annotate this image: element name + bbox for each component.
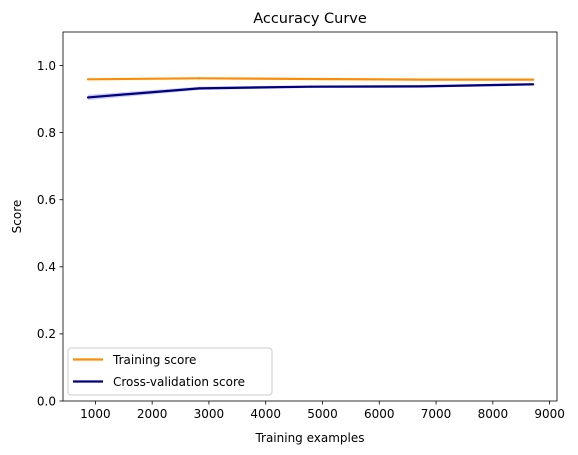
training-score-point-3 [420,78,423,81]
y-axis-label: Score [10,200,24,234]
cross-validation-score-point-4 [532,83,535,86]
x-tick-label-5000: 5000 [307,407,338,421]
plot-frame [62,31,558,402]
x-tick-label-6000: 6000 [364,407,395,421]
x-axis-label: Training examples [254,431,364,445]
legend: Training score Cross-validation score [67,347,273,396]
legend-label-training-score: Training score [112,353,196,367]
x-tick-label-8000: 8000 [478,407,509,421]
training-score-point-2 [309,77,312,81]
x-tick-label-9000: 9000 [534,407,565,421]
legend-box [67,347,273,396]
y-tick-label-3: 0.6 [37,193,56,207]
x-tick-label-4000: 4000 [250,407,281,421]
cross-validation-score-point-0 [86,96,90,99]
y-axis-ticks: 0.0 0.2 0.4 0.6 0.8 1.0 [37,59,63,408]
x-tick-label-3000: 3000 [194,407,225,421]
x-tick-label-1000: 1000 [80,407,111,421]
x-tick-label-7000: 7000 [421,407,452,421]
y-tick-label-1: 0.2 [37,327,56,341]
cross-validation-score-point-1 [198,87,201,90]
y-tick-label-4: 0.8 [37,126,56,140]
cross-validation-score-point-3 [420,85,423,88]
training-score-point-4 [532,78,535,81]
y-tick-label-2: 0.4 [37,260,56,274]
y-tick-label-5: 1.0 [37,59,56,73]
series-lines [86,77,535,99]
training-score-point-0 [86,78,90,81]
confidence-bands [87,77,534,101]
x-tick-label-2000: 2000 [137,407,168,421]
chart-title: Accuracy Curve [253,11,367,27]
training-score-point-1 [198,77,201,80]
y-tick-label-0: 0.0 [37,394,56,408]
x-axis-ticks: 1000 2000 3000 4000 5000 6000 7000 8000 9000 [80,401,565,421]
legend-label-cross-validation-score: Cross-validation score [113,375,245,389]
cross-validation-score-point-2 [309,85,312,88]
